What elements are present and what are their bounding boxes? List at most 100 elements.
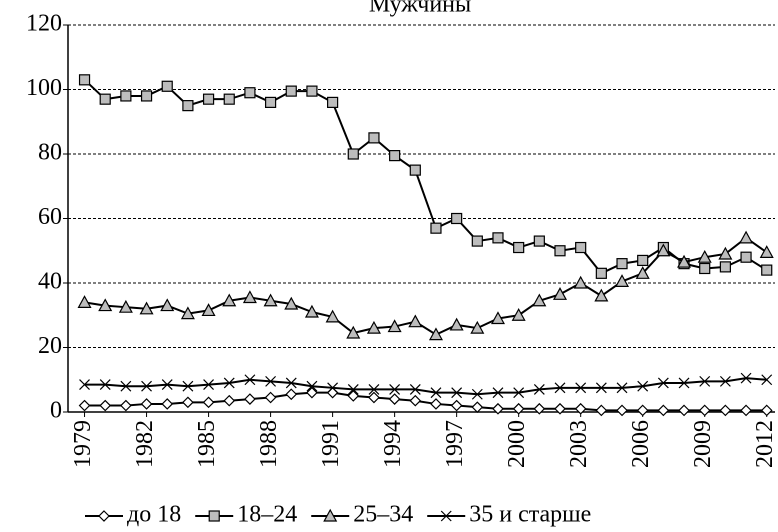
data-point — [223, 93, 235, 105]
data-point — [740, 404, 752, 417]
x-tick-label: 1982 — [132, 420, 158, 468]
data-point — [430, 398, 442, 410]
y-tick-label: 40 — [38, 269, 62, 295]
data-point — [77, 295, 92, 308]
data-point — [78, 399, 91, 412]
data-point — [161, 80, 173, 92]
data-point — [304, 304, 319, 318]
y-tick-label: 80 — [38, 140, 62, 166]
data-point — [182, 396, 194, 409]
data-point — [574, 402, 587, 415]
data-point — [327, 96, 339, 109]
data-point — [141, 380, 152, 392]
data-point — [120, 90, 132, 102]
legend-label: 25–34 — [353, 502, 413, 528]
data-point — [635, 266, 650, 279]
data-point — [326, 386, 339, 399]
data-point — [347, 390, 360, 402]
data-point — [368, 391, 380, 404]
data-point — [428, 327, 443, 341]
data-point — [223, 394, 236, 407]
data-point — [697, 249, 712, 263]
data-point — [760, 404, 773, 417]
data-point — [719, 261, 731, 273]
x-tick-label: 1979 — [70, 420, 96, 468]
data-point — [595, 382, 607, 394]
data-point — [160, 298, 175, 312]
x-tick-label: 2006 — [628, 420, 654, 468]
y-tick-label: 60 — [38, 204, 62, 230]
data-point — [79, 379, 90, 391]
data-point — [656, 243, 671, 257]
data-point — [327, 382, 339, 394]
data-point — [244, 374, 256, 386]
data-point — [263, 293, 278, 307]
data-point — [492, 402, 504, 415]
x-tick-label: 1991 — [318, 420, 344, 468]
data-point — [389, 384, 401, 395]
data-point — [430, 387, 442, 399]
data-point — [118, 299, 133, 313]
data-point — [739, 230, 754, 244]
data-point — [264, 96, 277, 109]
data-point — [616, 382, 628, 394]
data-point — [637, 254, 649, 267]
data-point — [595, 404, 608, 417]
data-point — [513, 241, 525, 254]
y-tick-label: 20 — [38, 333, 62, 359]
legend-label: до 18 — [127, 502, 181, 528]
data-point — [616, 404, 628, 417]
data-point — [120, 380, 132, 392]
data-point — [99, 379, 111, 391]
data-point — [388, 393, 401, 405]
data-point — [244, 393, 256, 405]
y-tick-label: 120 — [26, 11, 62, 37]
data-point — [325, 309, 340, 323]
data-point — [533, 235, 545, 247]
data-point — [449, 317, 464, 331]
data-point — [594, 288, 609, 302]
data-point — [699, 375, 711, 387]
legend-marker — [323, 508, 338, 522]
data-point — [180, 306, 195, 320]
series-line — [84, 391, 767, 412]
series-line — [83, 79, 768, 275]
data-point — [161, 398, 174, 410]
data-point — [306, 380, 318, 392]
data-point — [450, 399, 463, 412]
chart-title: Мужчины — [369, 0, 471, 18]
legend-marker — [208, 510, 220, 522]
x-tick-label: 1994 — [380, 420, 406, 468]
data-point — [202, 93, 215, 105]
data-point — [470, 320, 485, 334]
series-line — [84, 377, 767, 396]
data-point — [471, 388, 483, 400]
data-point — [616, 258, 628, 270]
data-point — [657, 404, 670, 417]
x-tick-label: 1985 — [194, 420, 220, 468]
data-point — [615, 274, 630, 287]
data-point — [120, 399, 132, 412]
x-tick-label: 2000 — [504, 420, 530, 468]
legend-label: 18–24 — [237, 502, 297, 528]
data-point — [719, 404, 732, 417]
data-point — [761, 374, 773, 386]
data-point — [678, 377, 690, 389]
data-point — [451, 212, 463, 225]
data-point — [265, 375, 277, 387]
data-point — [201, 303, 216, 317]
data-point — [575, 241, 587, 254]
data-point — [366, 320, 381, 334]
data-point — [284, 296, 299, 310]
data-point — [387, 319, 402, 333]
data-point — [99, 399, 112, 412]
x-tick-label: 1988 — [256, 420, 282, 468]
data-point — [368, 384, 380, 395]
data-point — [573, 275, 588, 289]
data-point — [451, 387, 463, 399]
data-point — [347, 148, 359, 160]
data-point — [740, 372, 752, 384]
data-point — [512, 402, 525, 415]
data-point — [492, 232, 504, 244]
data-point — [368, 132, 380, 144]
